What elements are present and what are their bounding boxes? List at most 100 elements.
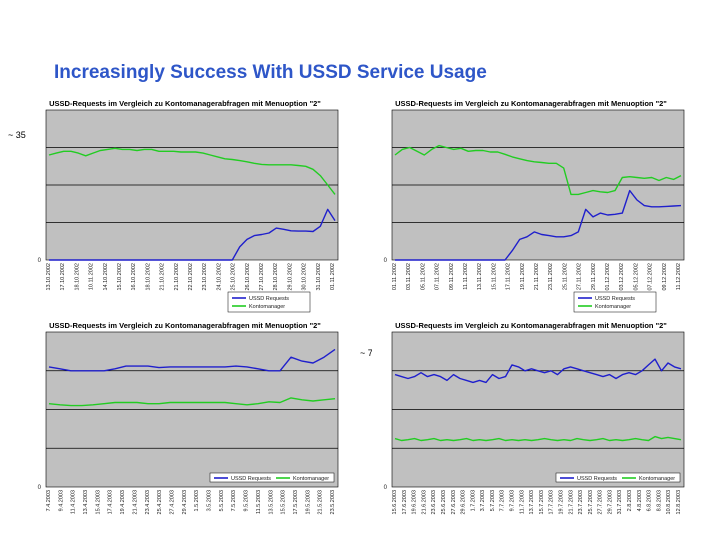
x-tick-label: 17.11.2002	[506, 263, 512, 290]
chart-title: USSD-Requests im Vergleich zu Kontomanag…	[395, 321, 667, 330]
x-tick-label: 10.11.2002	[89, 263, 95, 290]
x-tick-label: 27.6.2003	[451, 490, 457, 514]
x-tick-label: 15.4.2003	[95, 490, 101, 514]
x-tick-label: 17.6.2003	[402, 490, 408, 514]
legend-label: Kontomanager	[595, 304, 631, 310]
x-tick-label: 15.6.2003	[392, 490, 398, 514]
x-tick-label: 17.7.2003	[549, 490, 555, 514]
chart-svg: 0 13.10.2002 17.10.2002 18.10.2002 10.11.200…	[38, 109, 339, 313]
x-tick-label: 23.4.2003	[145, 490, 151, 514]
x-tick-label: 21.10.2002	[174, 263, 180, 291]
legend-label: USSD Requests	[249, 296, 289, 302]
x-tick-label: 25.7.2003	[588, 490, 594, 514]
series-line-ussd	[48, 348, 336, 372]
legend-box	[573, 291, 657, 313]
x-tick-label: 29.6.2003	[461, 490, 467, 514]
x-tick-label: 21.11.2002	[534, 263, 540, 290]
x-tick-label: 25.11.2002	[562, 263, 568, 290]
x-tick-label: 16.10.2002	[131, 263, 137, 291]
x-tick-label: 19.5.2003	[305, 490, 311, 514]
x-tick-label: 11.4.2003	[71, 490, 77, 514]
x-tick-label: 9.7.2003	[510, 490, 516, 511]
x-tick-label: 26.10.2002	[245, 263, 251, 291]
x-tick-label: 1.5.2003	[194, 490, 200, 511]
x-tick-label: 01.11.2002	[392, 263, 398, 290]
x-tick-label: 09.11.2002	[449, 263, 455, 290]
x-tick-label: 12.8.2003	[676, 490, 682, 514]
x-tick-label: 31.7.2003	[617, 490, 623, 514]
legend-label: USSD Requests	[231, 476, 271, 482]
x-tick-label: 24.10.2002	[216, 263, 222, 291]
x-tick-label: 03.11.2002	[406, 263, 412, 290]
x-tick-label: 14.10.2002	[103, 263, 109, 291]
x-tick-label: 01.11.2002	[330, 263, 336, 290]
x-tick-label: 4.8.2003	[637, 490, 643, 511]
x-tick-label: 7.5.2003	[231, 490, 237, 511]
x-tick-label: 7.7.2003	[500, 490, 506, 511]
legend-box	[555, 472, 681, 483]
x-tick-label: 05.12.2002	[633, 263, 639, 291]
legend-label: Kontomanager	[639, 476, 675, 482]
x-tick-label: 19.6.2003	[412, 490, 418, 514]
x-tick-label: 05.11.2002	[420, 263, 426, 290]
chart-title: USSD-Requests im Vergleich zu Kontomanag…	[49, 99, 321, 108]
x-tick-label: 17.5.2003	[293, 490, 299, 514]
x-tick-label: 21.4.2003	[132, 490, 138, 514]
x-tick-label: 25.6.2003	[441, 490, 447, 514]
x-tick-label: 18.10.2002	[145, 263, 151, 291]
x-tick-label: 7.4.2003	[46, 490, 52, 511]
x-tick-label: 25.10.2002	[231, 263, 237, 291]
series-line-ussd	[394, 358, 682, 384]
x-tick-label: 19.4.2003	[120, 490, 126, 514]
chart-top-right: USSD-Requests im Vergleich zu Kontomanag…	[372, 96, 690, 313]
x-tick-label: 11.7.2003	[519, 490, 525, 514]
chart-bottom-left: USSD-Requests im Vergleich zu Kontomanag…	[26, 318, 344, 528]
x-tick-label: 29.7.2003	[607, 490, 613, 514]
x-tick-label: 23.10.2002	[202, 263, 208, 291]
chart-svg: 0 15.6.2003 17.6.2003 19.6.2003 21.6.2003 23.…	[384, 331, 685, 515]
x-tick-label: 2.8.2003	[627, 490, 633, 511]
x-tick-label: 3.5.2003	[207, 490, 213, 511]
x-tick-label: 21.5.2003	[318, 490, 324, 514]
series-line-konto	[394, 435, 682, 442]
x-tick-label: 17.10.2002	[60, 263, 66, 291]
x-tick-label: 9.4.2003	[58, 490, 64, 511]
x-tick-label: 30.10.2002	[302, 263, 308, 291]
x-tick-label: 25.4.2003	[157, 490, 163, 514]
x-tick-label: 10.8.2003	[666, 490, 672, 514]
legend-label: USSD Requests	[595, 296, 635, 302]
x-tick-label: 29.11.2002	[591, 263, 597, 290]
x-tick-label: 22.10.2002	[188, 263, 194, 291]
x-tick-label: 29.4.2003	[182, 490, 188, 514]
x-tick-label: 19.7.2003	[559, 490, 565, 514]
x-tick-label: 27.10.2002	[259, 263, 265, 291]
x-tick-label: 13.11.2002	[477, 263, 483, 290]
y-tick-label: 0	[384, 258, 388, 264]
x-tick-label: 13.5.2003	[268, 490, 274, 514]
series-line-konto	[394, 144, 682, 196]
legend-label: Kontomanager	[293, 476, 329, 482]
y-tick-label: 0	[38, 485, 42, 491]
x-tick-label: 21.7.2003	[568, 490, 574, 514]
series-line-konto	[48, 397, 336, 407]
x-tick-label: 6.8.2003	[647, 490, 653, 511]
x-tick-label: 15.5.2003	[281, 490, 287, 514]
x-tick-label: 15.10.2002	[117, 263, 123, 291]
x-tick-label: 15.11.2002	[491, 263, 497, 290]
x-tick-label: 13.4.2003	[83, 490, 89, 514]
x-tick-label: 23.6.2003	[431, 490, 437, 514]
chart-top-left: USSD-Requests im Vergleich zu Kontomanag…	[26, 96, 344, 313]
legend-box	[209, 472, 335, 483]
y-tick-label: 0	[38, 258, 42, 264]
legend-box	[227, 291, 311, 313]
x-tick-label: 03.12.2002	[619, 263, 625, 291]
series-line-ussd	[395, 189, 682, 261]
x-tick-label: 11.5.2003	[256, 490, 262, 514]
chart-svg: 0 01.11.2002 03.11.2002 05.11.2002 07.11.200…	[384, 109, 685, 313]
x-tick-label: 5.5.2003	[219, 490, 225, 511]
x-tick-label: 17.4.2003	[108, 490, 114, 514]
x-tick-label: 11.11.2002	[463, 263, 469, 290]
scale-note-350k: ~ 350k	[8, 130, 36, 140]
x-tick-label: 23.7.2003	[578, 490, 584, 514]
x-tick-label: 27.7.2003	[598, 490, 604, 514]
